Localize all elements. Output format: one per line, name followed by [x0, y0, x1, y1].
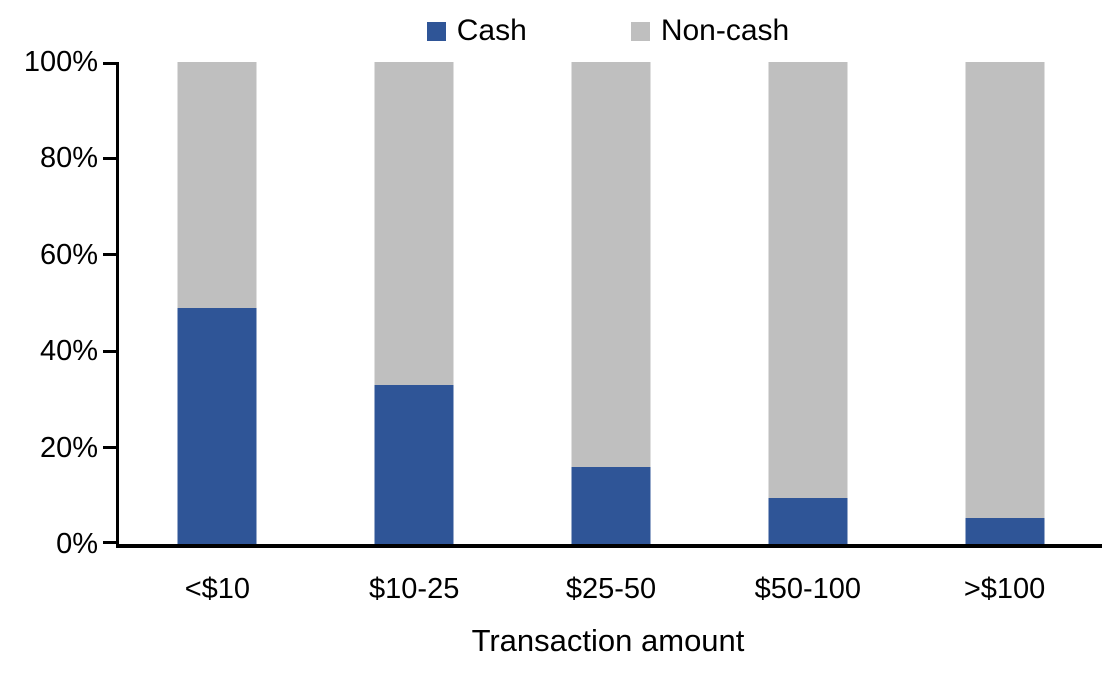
y-axis-tick-label: 100% — [23, 46, 98, 78]
y-axis-tick — [103, 349, 116, 353]
stacked-bar--10 — [177, 62, 257, 544]
chart-legend: Cash Non-cash — [116, 12, 1100, 50]
bar-slot--100 — [906, 62, 1102, 544]
bar-segment-non-cash--25-50 — [571, 62, 651, 467]
legend-swatch-non-cash — [630, 21, 650, 41]
y-axis-tick-label: 40% — [39, 335, 98, 368]
y-axis-tick — [103, 156, 116, 160]
y-axis-tick — [103, 253, 116, 257]
x-axis-tick-label--100: >$100 — [963, 573, 1046, 605]
bar-segment-cash--100 — [965, 517, 1045, 544]
bar-segment-cash--50-100 — [768, 498, 848, 544]
x-axis-tick-label--50-100: $50-100 — [754, 573, 861, 605]
x-axis-tick-label--10-25: $10-25 — [369, 573, 460, 605]
legend-item-cash: Cash — [426, 14, 527, 48]
legend-swatch-cash — [426, 21, 446, 41]
bar-segment-cash--25-50 — [571, 466, 651, 544]
legend-item-non-cash: Non-cash — [630, 14, 790, 48]
stacked-bar--25-50 — [571, 62, 651, 544]
y-axis-tick — [103, 541, 116, 544]
y-axis-tick-label: 20% — [39, 431, 98, 464]
bar-segment-non-cash--50-100 — [768, 62, 848, 499]
stacked-bar--10-25 — [374, 62, 454, 544]
bar-segment-non-cash--10 — [177, 62, 257, 308]
bar-slot--25-50 — [513, 62, 710, 544]
bar-segment-non-cash--100 — [965, 62, 1045, 518]
bar-slot--10-25 — [316, 62, 513, 544]
bar-slot--10 — [119, 62, 316, 544]
bar-segment-cash--10-25 — [374, 384, 454, 544]
bar-slot--50-100 — [709, 62, 906, 544]
x-axis-tick-label--10: <$10 — [184, 573, 251, 605]
y-axis-tick-label: 80% — [39, 142, 98, 175]
bar-segment-cash--10 — [177, 307, 257, 544]
y-axis-tick — [103, 62, 116, 65]
x-axis-tick-label--25-50: $25-50 — [565, 573, 657, 605]
y-axis-tick-label: 60% — [39, 238, 98, 271]
y-axis-tick — [103, 446, 116, 450]
stacked-bar--100 — [965, 62, 1045, 544]
legend-label-cash: Cash — [456, 14, 527, 47]
legend-label-non-cash: Non-cash — [660, 14, 790, 47]
y-axis-tick-label: 0% — [56, 528, 98, 560]
bar-segment-non-cash--10-25 — [374, 62, 454, 385]
x-axis-title: Transaction amount — [471, 623, 745, 658]
stacked-bar--50-100 — [768, 62, 848, 544]
plot-area — [103, 62, 1102, 548]
